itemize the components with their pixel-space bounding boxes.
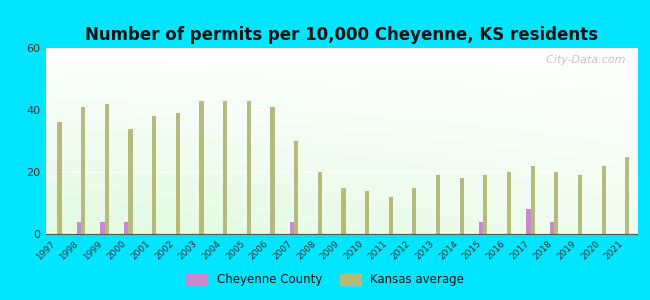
Bar: [550, 222, 554, 234]
Bar: [290, 222, 294, 234]
Bar: [507, 172, 511, 234]
Bar: [124, 222, 128, 234]
Bar: [81, 107, 85, 234]
Bar: [578, 175, 582, 234]
Bar: [176, 113, 180, 234]
Bar: [341, 188, 346, 234]
Bar: [128, 129, 133, 234]
Bar: [483, 175, 488, 234]
Bar: [105, 104, 109, 234]
Bar: [460, 178, 464, 234]
Bar: [100, 222, 105, 234]
Bar: [57, 122, 62, 234]
Bar: [223, 101, 227, 234]
Title: Number of permits per 10,000 Cheyenne, KS residents: Number of permits per 10,000 Cheyenne, K…: [84, 26, 598, 44]
Bar: [625, 157, 629, 234]
Bar: [77, 222, 81, 234]
Bar: [554, 172, 558, 234]
Bar: [479, 222, 483, 234]
Bar: [530, 166, 535, 234]
Bar: [601, 166, 606, 234]
Bar: [318, 172, 322, 234]
Bar: [436, 175, 440, 234]
Bar: [526, 209, 530, 234]
Text: City-Data.com: City-Data.com: [539, 56, 625, 65]
Bar: [365, 190, 369, 234]
Bar: [152, 116, 156, 234]
Bar: [389, 197, 393, 234]
Legend: Cheyenne County, Kansas average: Cheyenne County, Kansas average: [181, 269, 469, 291]
Bar: [294, 141, 298, 234]
Bar: [270, 107, 274, 234]
Bar: [200, 101, 203, 234]
Bar: [246, 101, 251, 234]
Bar: [412, 188, 417, 234]
